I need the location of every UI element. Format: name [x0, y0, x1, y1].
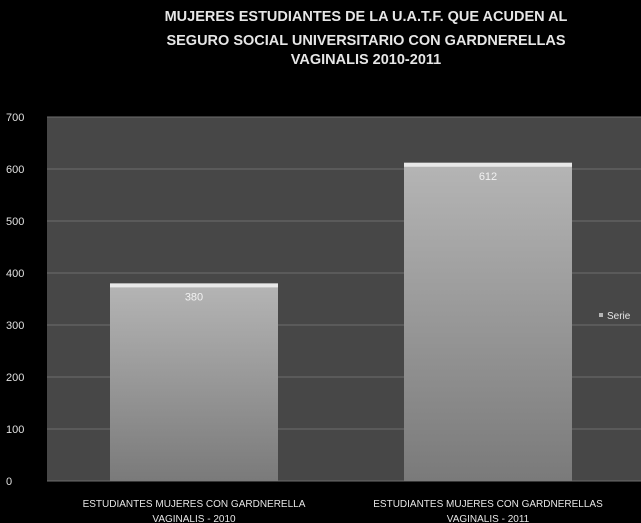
legend-swatch: [599, 313, 603, 317]
y-tick-label-400: 400: [6, 268, 24, 280]
legend: Serie: [599, 311, 631, 322]
y-tick-label-200: 200: [6, 372, 24, 384]
y-tick-label-0: 0: [6, 476, 12, 488]
chart-title-line-3: VAGINALIS 2010-2011: [291, 52, 441, 68]
bars: 380 612: [110, 162, 572, 481]
bar-2: [404, 162, 572, 481]
category-label-2-line-2: VAGINALIS - 2011: [447, 514, 530, 523]
y-tick-label-300: 300: [6, 320, 24, 332]
category-label-1-line-1: ESTUDIANTES MUJERES CON GARDNERELLA: [83, 499, 306, 510]
legend-label: Serie: [607, 311, 631, 322]
category-label-1-line-2: VAGINALIS - 2010: [152, 514, 236, 523]
chart-title: MUJERES ESTUDIANTES DE LA U.A.T.F. QUE A…: [165, 9, 568, 68]
chart-title-line-2: SEGURO SOCIAL UNIVERSITARIO CON GARDNERE…: [166, 33, 565, 49]
category-label-2-line-1: ESTUDIANTES MUJERES CON GARDNERELLAS: [373, 499, 603, 510]
y-tick-label-600: 600: [6, 164, 24, 176]
bar-1-cap: [110, 283, 278, 288]
data-label-1: 380: [185, 291, 203, 303]
data-label-2: 612: [479, 171, 497, 183]
bar-1: [110, 283, 278, 481]
y-tick-label-700: 700: [6, 112, 24, 124]
bar-2-cap: [404, 162, 572, 167]
y-tick-label-500: 500: [6, 216, 24, 228]
chart-title-line-1: MUJERES ESTUDIANTES DE LA U.A.T.F. QUE A…: [165, 9, 568, 25]
y-axis-tick-labels: 0 100 200 300 400 500 600 700: [6, 112, 24, 488]
x-axis-category-labels: ESTUDIANTES MUJERES CON GARDNERELLA VAGIN…: [83, 499, 603, 523]
y-tick-label-100: 100: [6, 424, 24, 436]
